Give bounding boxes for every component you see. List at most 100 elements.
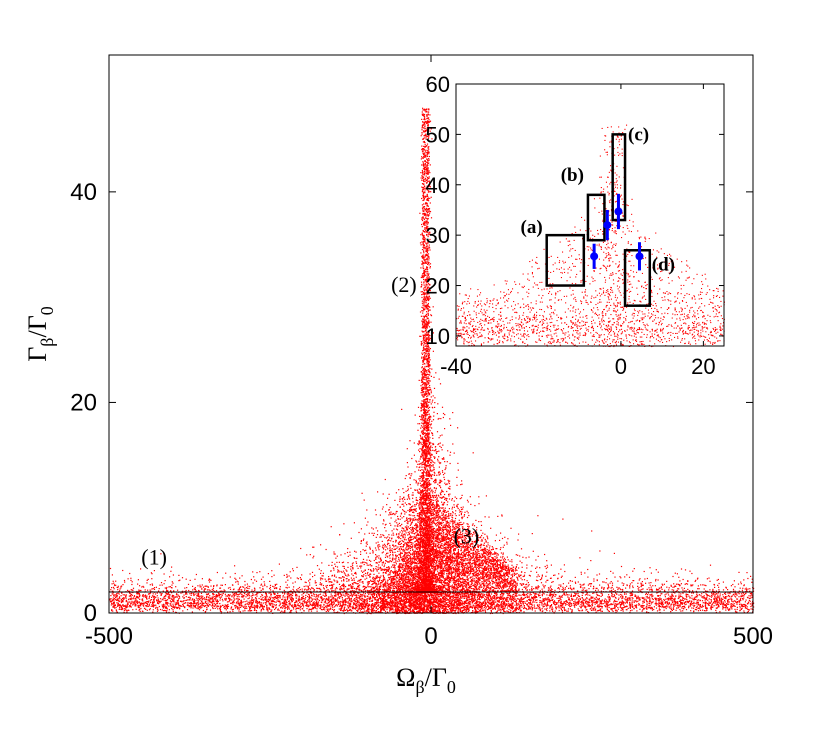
data-point bbox=[320, 579, 322, 581]
data-point bbox=[489, 596, 491, 598]
data-point bbox=[298, 598, 300, 600]
data-point bbox=[532, 607, 534, 610]
data-point bbox=[337, 600, 339, 602]
data-point bbox=[177, 607, 179, 609]
data-point bbox=[201, 578, 203, 580]
data-point bbox=[716, 601, 718, 603]
data-point bbox=[671, 601, 674, 604]
data-point bbox=[708, 604, 710, 606]
data-point bbox=[499, 607, 501, 609]
data-point bbox=[603, 581, 605, 583]
data-point bbox=[615, 592, 617, 594]
data-point bbox=[749, 588, 751, 590]
data-point bbox=[745, 599, 747, 601]
data-point bbox=[685, 583, 687, 585]
data-point bbox=[658, 603, 660, 605]
data-point bbox=[286, 573, 288, 576]
data-point bbox=[486, 600, 489, 602]
data-point bbox=[541, 595, 543, 597]
data-point bbox=[584, 601, 586, 603]
data-point bbox=[571, 609, 573, 611]
data-point bbox=[203, 590, 205, 592]
data-point bbox=[516, 595, 518, 597]
data-point bbox=[664, 596, 666, 598]
data-point bbox=[545, 604, 547, 606]
data-point bbox=[722, 581, 724, 583]
data-point bbox=[145, 596, 147, 598]
data-point bbox=[248, 587, 250, 590]
data-point bbox=[333, 600, 335, 602]
data-point bbox=[725, 604, 728, 606]
data-point bbox=[236, 598, 238, 600]
data-point bbox=[688, 595, 690, 597]
data-point bbox=[640, 583, 642, 585]
data-point bbox=[200, 605, 202, 607]
data-point bbox=[222, 577, 224, 579]
data-point bbox=[674, 585, 676, 587]
data-point bbox=[329, 603, 331, 605]
data-point bbox=[251, 589, 253, 591]
data-point bbox=[254, 609, 256, 611]
data-point bbox=[620, 602, 622, 604]
data-point bbox=[590, 585, 592, 587]
data-point bbox=[236, 594, 238, 596]
data-point bbox=[650, 601, 652, 603]
data-point bbox=[284, 603, 286, 605]
data-point bbox=[587, 584, 589, 586]
data-point bbox=[439, 611, 441, 613]
data-point bbox=[519, 608, 521, 610]
data-point bbox=[598, 595, 600, 597]
data-point bbox=[580, 571, 582, 573]
data-point bbox=[241, 593, 243, 595]
data-point bbox=[563, 601, 565, 603]
data-point bbox=[722, 598, 724, 600]
data-point bbox=[678, 588, 680, 590]
data-point bbox=[479, 596, 481, 598]
data-point bbox=[616, 610, 618, 612]
data-point bbox=[216, 584, 218, 586]
data-point bbox=[564, 594, 566, 596]
data-point bbox=[268, 596, 270, 598]
data-point bbox=[250, 595, 252, 597]
data-point bbox=[722, 605, 724, 607]
data-point bbox=[716, 593, 718, 595]
data-point bbox=[632, 586, 634, 589]
data-point bbox=[185, 593, 187, 595]
data-point bbox=[393, 601, 395, 603]
data-point bbox=[562, 588, 564, 590]
data-point bbox=[501, 593, 503, 595]
data-point bbox=[690, 600, 692, 602]
data-point bbox=[567, 608, 569, 610]
data-point bbox=[110, 595, 112, 597]
data-point bbox=[553, 592, 556, 594]
data-point bbox=[583, 605, 585, 607]
data-point bbox=[121, 607, 123, 609]
data-point bbox=[459, 589, 461, 591]
data-point bbox=[168, 597, 170, 599]
data-point bbox=[348, 575, 350, 577]
data-point bbox=[283, 600, 285, 602]
data-point bbox=[468, 595, 470, 597]
data-point bbox=[581, 605, 583, 607]
data-point bbox=[274, 608, 276, 611]
data-point bbox=[482, 608, 484, 610]
data-point bbox=[208, 603, 210, 606]
data-point bbox=[538, 608, 540, 610]
data-point bbox=[241, 596, 243, 598]
data-point bbox=[618, 597, 620, 599]
data-point bbox=[216, 600, 218, 603]
data-point bbox=[376, 584, 378, 586]
data-point bbox=[596, 598, 598, 600]
data-point bbox=[738, 600, 740, 602]
data-point bbox=[731, 600, 733, 602]
data-point bbox=[708, 598, 710, 600]
data-point bbox=[702, 605, 704, 608]
data-point bbox=[277, 596, 279, 598]
data-point bbox=[594, 609, 596, 611]
data-point bbox=[115, 606, 117, 609]
data-point bbox=[275, 607, 277, 609]
data-point bbox=[409, 606, 411, 608]
data-point bbox=[638, 586, 640, 589]
data-point bbox=[345, 590, 347, 592]
data-point bbox=[268, 592, 270, 594]
